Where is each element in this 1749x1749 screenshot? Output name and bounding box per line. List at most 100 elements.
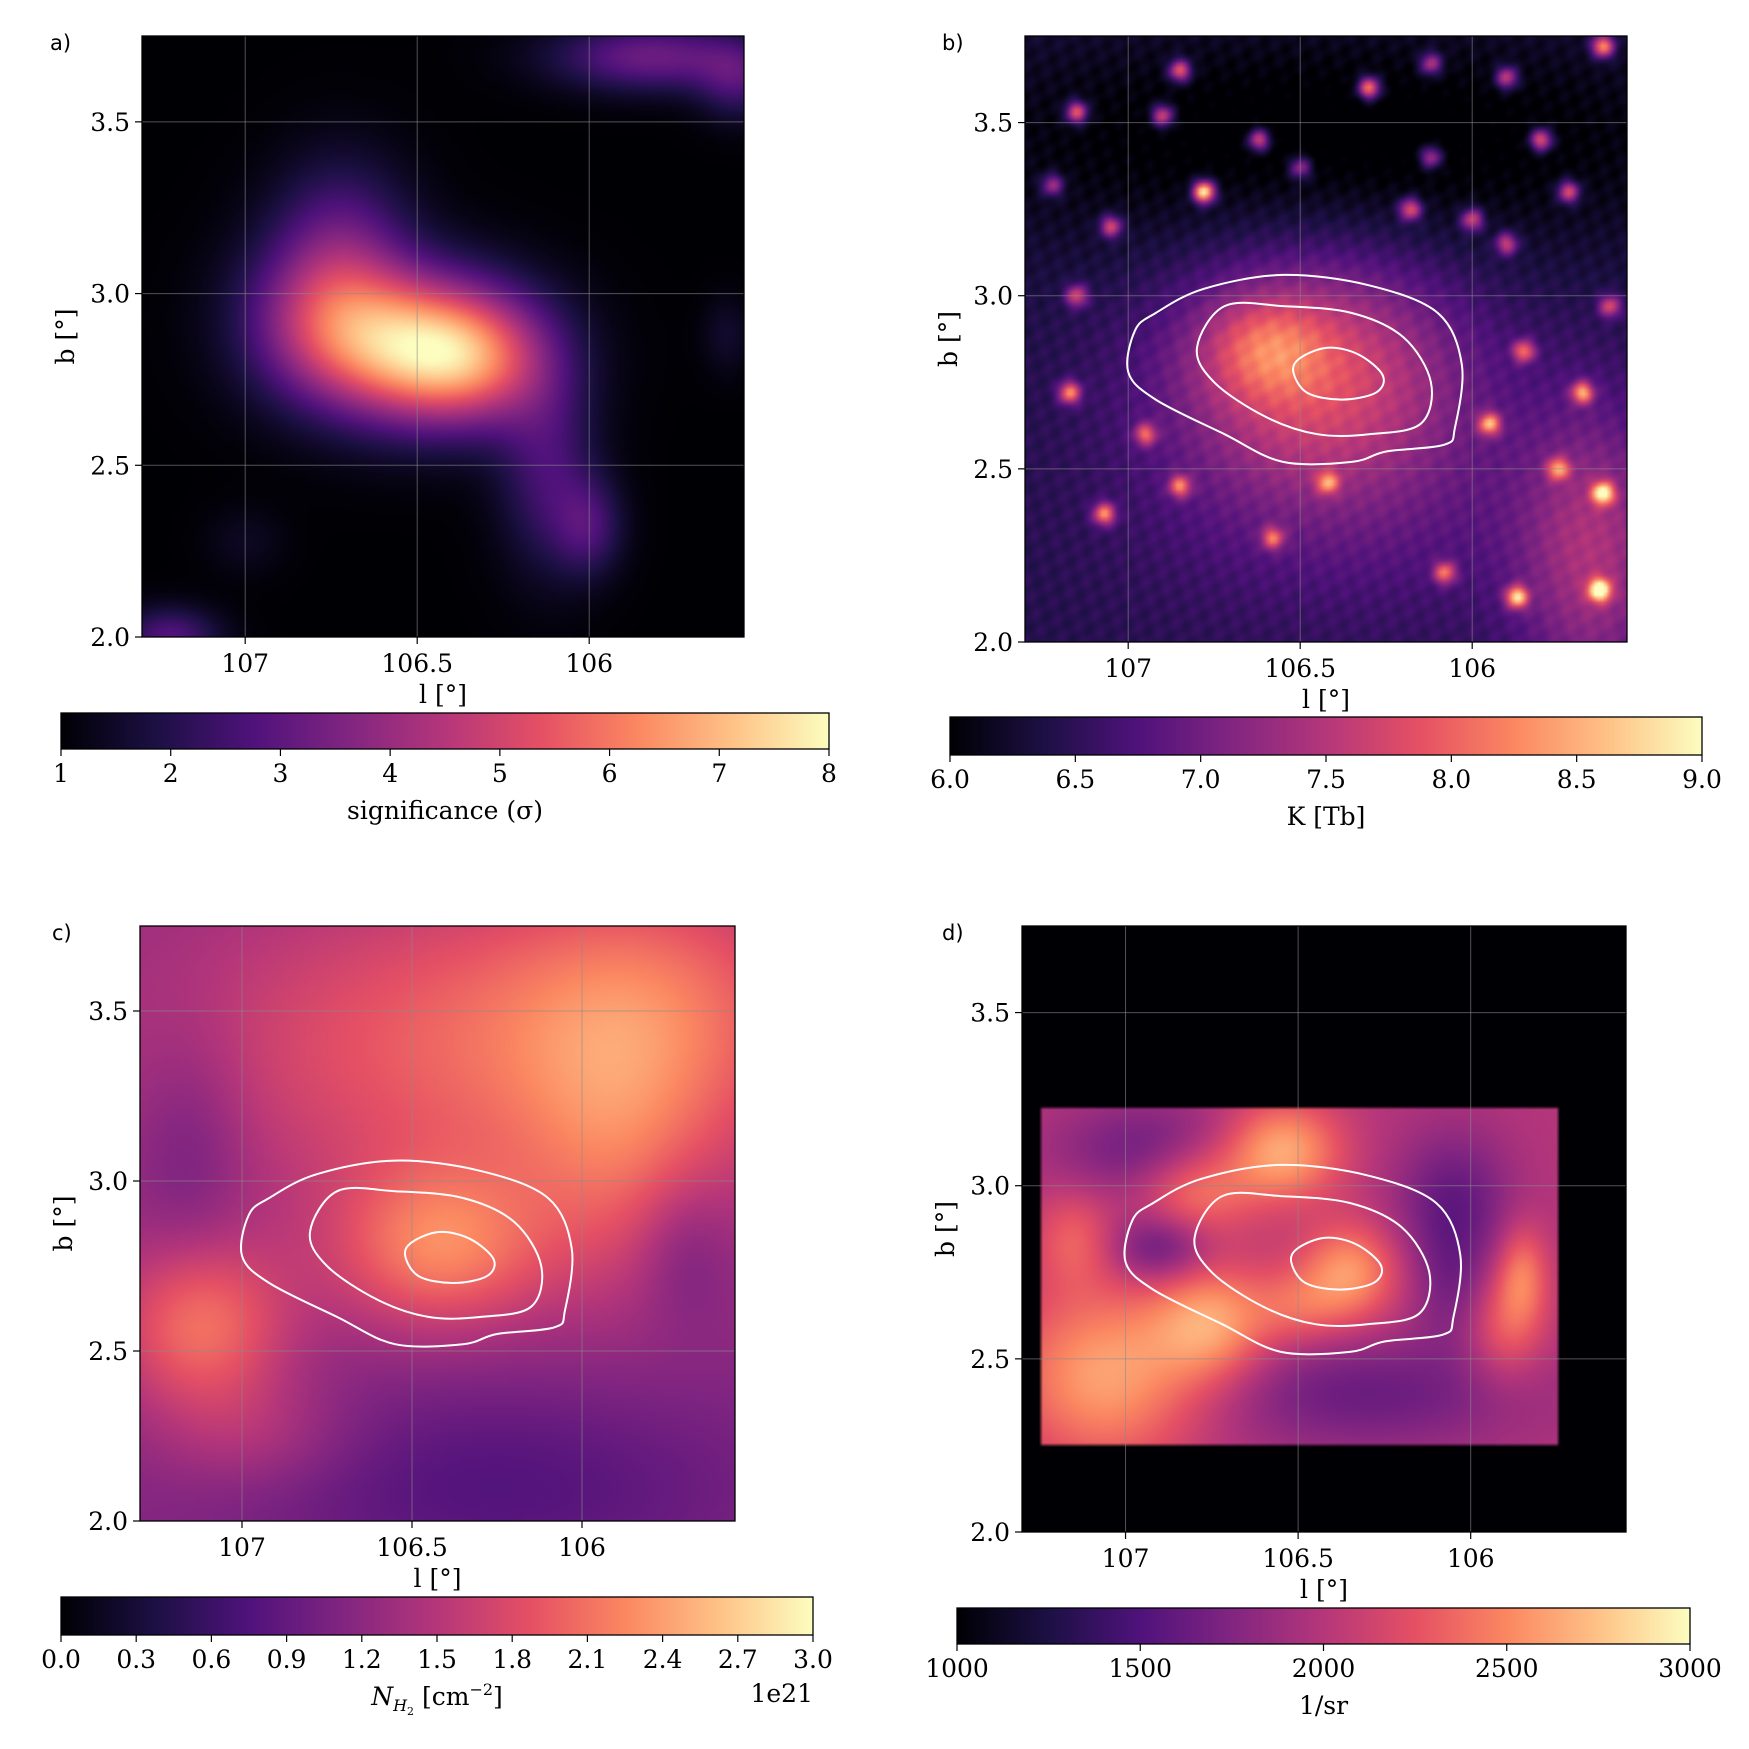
colorbar-exponent: 1e21 xyxy=(750,1679,813,1708)
x-axis-label: l [°] xyxy=(1300,1575,1348,1604)
contour-level-2 xyxy=(1193,1191,1432,1327)
colorbar-tick-label: 8.5 xyxy=(1557,765,1597,794)
panel-letter: d) xyxy=(942,921,964,945)
y-tick-label: 3.0 xyxy=(970,1172,1010,1201)
colorbar-tick-label: 2500 xyxy=(1475,1654,1539,1683)
contour-level-1 xyxy=(1126,273,1464,466)
y-tick-label: 3.0 xyxy=(973,282,1013,311)
colorbar-tick-label: 0.6 xyxy=(192,1645,232,1674)
y-tick-label: 3.5 xyxy=(90,108,130,137)
y-tick-label: 3.0 xyxy=(90,280,130,309)
y-tick-label: 2.5 xyxy=(973,455,1013,484)
x-axis-label: l [°] xyxy=(419,680,467,709)
y-tick-label: 2.5 xyxy=(88,1337,128,1366)
axes-frame xyxy=(1024,35,1628,643)
colorbar-label: significance (σ) xyxy=(347,796,543,825)
contour-level-3 xyxy=(1289,1236,1384,1291)
x-tick-label: 107 xyxy=(1104,654,1152,683)
x-tick-label: 107 xyxy=(1102,1544,1150,1573)
colorbar-tick-label: 2.7 xyxy=(718,1645,758,1674)
heatmap-image xyxy=(1022,926,1626,1532)
colorbar-label: 1/sr xyxy=(1299,1691,1348,1720)
colorbar-tick-label: 0.0 xyxy=(41,1645,81,1674)
panel-b: b) 107 106.5 106 2.0 2.5 3.0 3.5 l [°] b [°] 6.0 6.… xyxy=(930,31,1722,831)
colorbar-tick-label: 2000 xyxy=(1292,1654,1356,1683)
y-axis-label: b [°] xyxy=(51,309,80,365)
colorbar-tick-label: 8.0 xyxy=(1431,765,1471,794)
axes-frame xyxy=(139,925,736,1522)
y-tick-label: 2.5 xyxy=(90,451,130,480)
contour-level-2 xyxy=(308,1186,544,1320)
y-axis-label: b [°] xyxy=(49,1196,78,1252)
heatmap-image xyxy=(142,36,744,637)
y-tick-label: 3.5 xyxy=(973,109,1013,138)
colorbar-tick-label: 0.9 xyxy=(267,1645,307,1674)
colorbar-gradient xyxy=(61,1597,813,1635)
panel-letter: b) xyxy=(942,31,964,55)
colorbar-tick-label: 0.3 xyxy=(116,1645,156,1674)
x-tick-label: 106 xyxy=(558,1533,606,1562)
contour-level-1 xyxy=(1123,1163,1462,1356)
contour-level-2 xyxy=(1195,301,1433,437)
colorbar-tick-label: 2.4 xyxy=(643,1645,683,1674)
heatmap-image xyxy=(140,926,735,1521)
x-tick-label: 106 xyxy=(1448,654,1496,683)
colorbar-tick-label: 3.0 xyxy=(793,1645,833,1674)
axes-frame xyxy=(1021,925,1627,1533)
colorbar-tick-label: 6.5 xyxy=(1055,765,1095,794)
y-tick-label: 3.5 xyxy=(970,999,1010,1028)
y-axis-label: b [°] xyxy=(931,1201,960,1257)
colorbar-tick-label: 2 xyxy=(163,759,179,788)
x-tick-label: 106.5 xyxy=(1264,654,1336,683)
y-tick-label: 2.5 xyxy=(970,1345,1010,1374)
panel-a: a) 107 106.5 106 2.0 2.5 3.0 3.5 l [°] b [°] 1 2 3 4 5… xyxy=(50,31,837,825)
colorbar-tick-label: 3000 xyxy=(1658,1654,1722,1683)
colorbar-tick-label: 2.1 xyxy=(568,1645,608,1674)
colorbar-tick-label: 7.0 xyxy=(1181,765,1221,794)
colorbar-tick-label: 5 xyxy=(492,759,508,788)
panel-c: c) 107 106.5 106 2.0 2.5 3.0 3.5 l [°] b [°] 0.0 0.… xyxy=(41,921,833,1718)
colorbar-tick-label: 8 xyxy=(821,759,837,788)
x-tick-label: 107 xyxy=(218,1533,266,1562)
colorbar-tick-label: 1.2 xyxy=(342,1645,382,1674)
x-tick-label: 107 xyxy=(221,649,269,678)
colorbar-label: K [Tb] xyxy=(1287,802,1366,831)
colorbar-frame xyxy=(60,712,830,750)
colorbar-tick-label: 7.5 xyxy=(1306,765,1346,794)
y-tick-label: 2.0 xyxy=(88,1507,128,1536)
y-tick-label: 3.0 xyxy=(88,1167,128,1196)
colorbar-label: NH2 [cm−2] xyxy=(370,1680,503,1718)
x-tick-label: 106.5 xyxy=(381,649,453,678)
colorbar-tick-label: 6 xyxy=(602,759,618,788)
panel-letter: c) xyxy=(52,921,72,945)
colorbar-tick-label: 1000 xyxy=(925,1654,989,1683)
colorbar-gradient xyxy=(61,713,829,749)
colorbar-gradient xyxy=(957,1608,1690,1644)
colorbar-tick-label: 1 xyxy=(53,759,69,788)
x-tick-label: 106.5 xyxy=(1262,1544,1334,1573)
panel-d: d) 107 106.5 106 2.0 2.5 3.0 3.5 l [°] b [°] 1000 1… xyxy=(925,921,1722,1720)
y-tick-label: 2.0 xyxy=(90,623,130,652)
colorbar-tick-label: 1.8 xyxy=(492,1645,532,1674)
colorbar-tick-label: 6.0 xyxy=(930,765,970,794)
contour-level-3 xyxy=(1292,346,1385,401)
colorbar-tick-label: 9.0 xyxy=(1682,765,1722,794)
colorbar-gradient xyxy=(950,717,1702,755)
colorbar-tick-label: 3 xyxy=(272,759,288,788)
colorbar-tick-label: 1500 xyxy=(1108,1654,1172,1683)
heatmap-image xyxy=(1025,36,1627,642)
colorbar-tick-label: 1.5 xyxy=(417,1645,457,1674)
x-axis-label: l [°] xyxy=(1302,685,1350,714)
y-tick-label: 2.0 xyxy=(973,628,1013,657)
y-axis-label: b [°] xyxy=(934,311,963,367)
colorbar-tick-label: 7 xyxy=(711,759,727,788)
axes-frame xyxy=(141,35,745,638)
x-tick-label: 106 xyxy=(1447,1544,1495,1573)
contour-level-1 xyxy=(239,1159,574,1348)
y-tick-label: 3.5 xyxy=(88,997,128,1026)
colorbar-tick-label: 4 xyxy=(382,759,398,788)
y-tick-label: 2.0 xyxy=(970,1518,1010,1547)
x-axis-label: l [°] xyxy=(414,1564,462,1593)
panel-letter: a) xyxy=(50,31,71,55)
